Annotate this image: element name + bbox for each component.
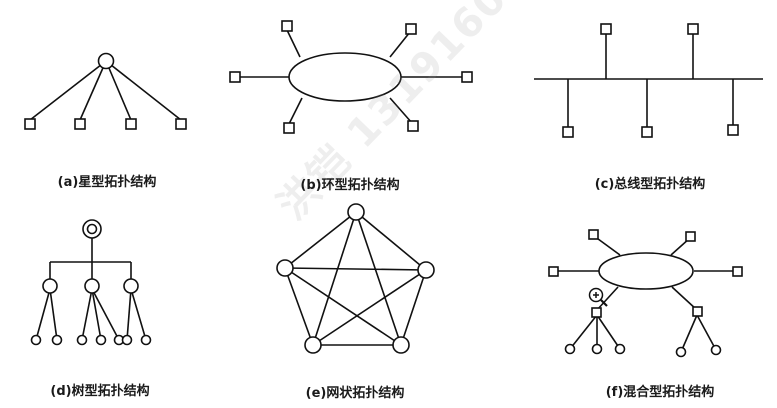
hybrid-ring bbox=[598, 252, 694, 290]
tree-leaf bbox=[51, 334, 63, 346]
tree-leaf bbox=[140, 334, 152, 346]
ring-node bbox=[281, 20, 293, 32]
tree-branch bbox=[42, 278, 58, 294]
hybrid-node bbox=[588, 229, 599, 240]
bus-topology bbox=[534, 23, 763, 138]
bus-node bbox=[600, 23, 612, 35]
tree-branch bbox=[123, 278, 139, 294]
caption-ring: (b)环型拓扑结构 bbox=[300, 178, 400, 193]
hybrid-node bbox=[548, 266, 559, 277]
mesh-node bbox=[304, 336, 322, 354]
caption-hybrid: (f)混合型拓扑结构 bbox=[605, 385, 715, 400]
ring-ellipse bbox=[288, 52, 402, 102]
caption-mesh: (e)网状拓扑结构 bbox=[305, 386, 405, 401]
hybrid-leaf bbox=[710, 344, 722, 356]
hybrid-leaf bbox=[591, 343, 603, 355]
caption-tree: (d)树型拓扑结构 bbox=[50, 384, 150, 399]
tree-leaf bbox=[30, 334, 42, 346]
star-topology bbox=[24, 52, 187, 130]
star-node bbox=[125, 118, 137, 130]
hybrid-leaf bbox=[614, 343, 626, 355]
bus-node bbox=[687, 23, 699, 35]
bus-node bbox=[727, 124, 739, 136]
ring-node bbox=[229, 71, 241, 83]
ring-node bbox=[405, 23, 417, 35]
tree-leaf bbox=[95, 334, 107, 346]
star-node bbox=[175, 118, 187, 130]
star-hub bbox=[97, 52, 115, 70]
hybrid-topology bbox=[548, 229, 743, 358]
hybrid-node bbox=[732, 266, 743, 277]
hybrid-node bbox=[692, 306, 703, 317]
mesh-node bbox=[392, 336, 410, 354]
ring-node bbox=[407, 120, 419, 132]
mesh-node bbox=[276, 259, 294, 277]
bus-node bbox=[562, 126, 574, 138]
hybrid-node bbox=[591, 307, 602, 318]
caption-star: (a)星型拓扑结构 bbox=[57, 175, 157, 190]
caption-bus: (c)总线型拓扑结构 bbox=[594, 177, 706, 192]
tree-branch bbox=[84, 278, 100, 294]
mesh-node bbox=[417, 261, 435, 279]
star-node bbox=[74, 118, 86, 130]
star-node bbox=[24, 118, 36, 130]
mesh-node bbox=[347, 203, 365, 221]
hybrid-leaf bbox=[675, 346, 687, 358]
hybrid-node bbox=[685, 231, 696, 242]
mesh-topology bbox=[276, 203, 435, 354]
bus-node bbox=[641, 126, 653, 138]
ring-node bbox=[283, 122, 295, 134]
ring-node bbox=[461, 71, 473, 83]
ring-topology bbox=[229, 20, 473, 134]
tree-leaf bbox=[121, 334, 133, 346]
hybrid-leaf bbox=[564, 343, 576, 355]
zoom-cursor-icon bbox=[588, 287, 608, 307]
tree-topology bbox=[30, 219, 152, 346]
tree-leaf bbox=[76, 334, 88, 346]
